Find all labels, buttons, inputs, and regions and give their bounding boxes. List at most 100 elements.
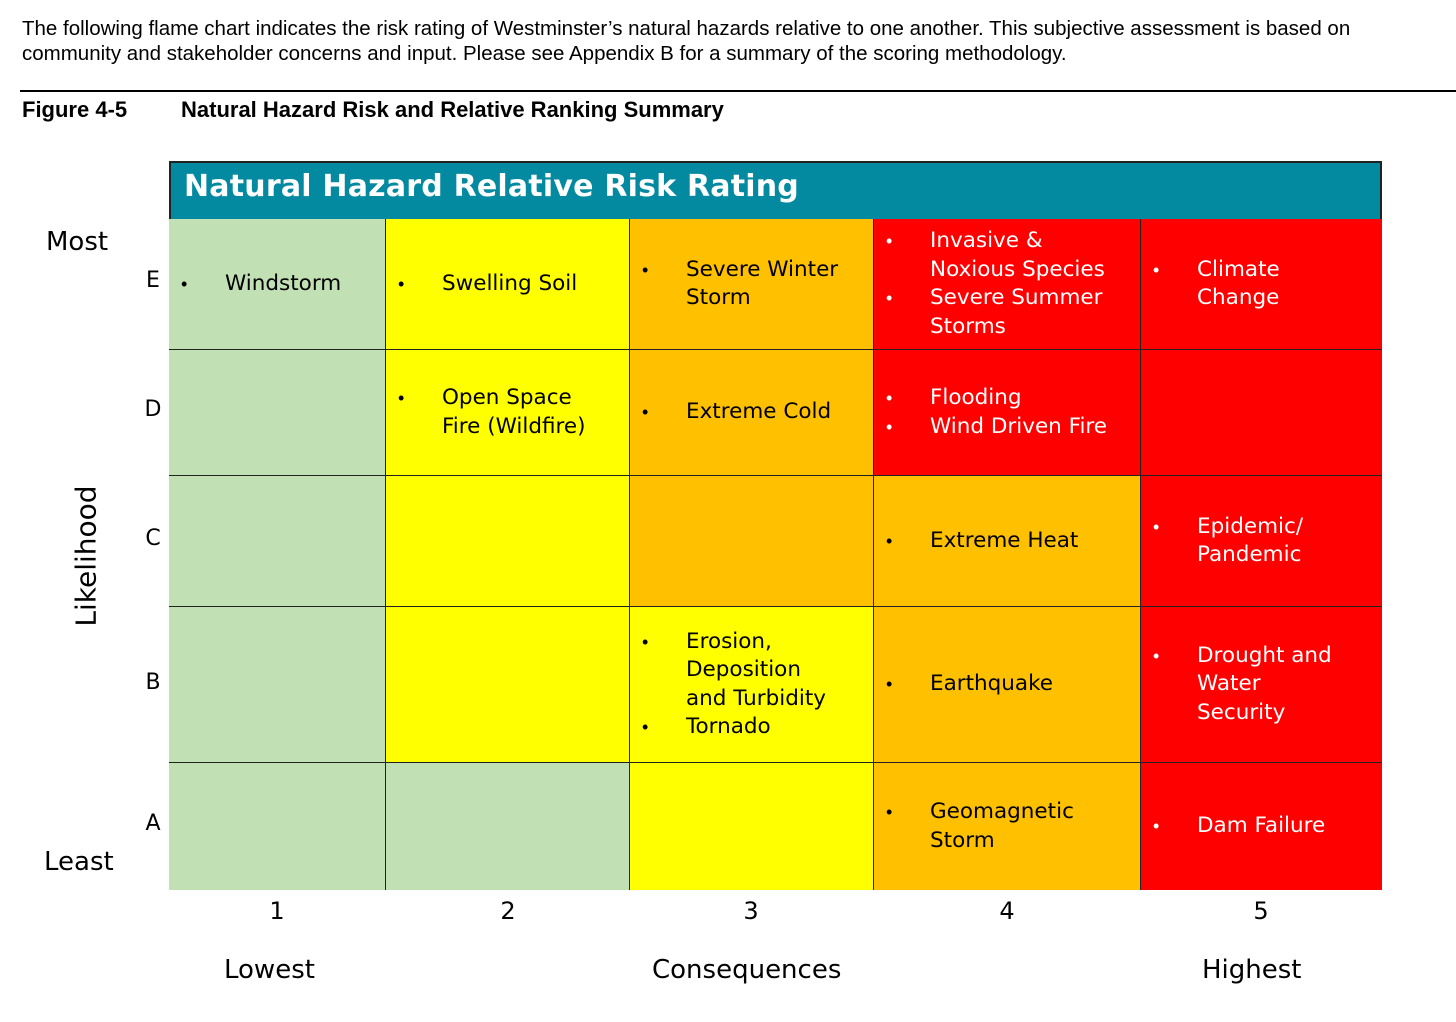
- hazard-item: • Invasive & Noxious Species: [886, 227, 1140, 284]
- risk-cell-D3: • Extreme Cold: [630, 350, 874, 476]
- row-label-C: C: [145, 526, 161, 551]
- bullet-icon: •: [886, 231, 893, 251]
- bullet-icon: •: [642, 631, 649, 652]
- hazard-item: • Windstorm: [181, 270, 385, 299]
- hazard-item: • Extreme Cold: [642, 398, 873, 427]
- hazard-item: • Severe Summer Storms: [886, 284, 1140, 341]
- hazard-label: Open Space Fire (Wildfire): [442, 385, 586, 439]
- hazard-label: Extreme Cold: [686, 399, 832, 425]
- hazard-label: Climate Change: [1197, 256, 1280, 311]
- bullet-icon: •: [1153, 516, 1160, 537]
- hazard-item: • Earthquake: [886, 670, 1140, 699]
- risk-cell-A1: [169, 763, 386, 890]
- risk-cell-C4: • Extreme Heat: [874, 476, 1141, 607]
- hazard-label: Severe Winter Storm: [686, 256, 839, 311]
- hazard-item: • Drought and Water Security: [1153, 642, 1382, 728]
- column-label-3: 3: [743, 897, 759, 925]
- risk-cell-C1: [169, 476, 386, 607]
- column-label-2: 2: [500, 897, 516, 925]
- hazard-label: Dam Failure: [1197, 813, 1326, 839]
- hazard-item: • Swelling Soil: [398, 270, 629, 299]
- hazard-item: • Wind Driven Fire: [886, 413, 1140, 442]
- risk-cell-C3: [630, 476, 874, 607]
- risk-cell-D4: • Flooding • Wind Driven Fire: [874, 350, 1141, 476]
- risk-cell-B4: • Earthquake: [874, 607, 1141, 763]
- hazard-label: Drought and Water Security: [1197, 642, 1332, 725]
- bullet-icon: •: [886, 416, 893, 437]
- hazard-label: Invasive & Noxious Species: [930, 228, 1105, 282]
- figure-number: Figure 4-5: [22, 97, 128, 122]
- hazard-item: • Erosion, Deposition and Turbidity: [642, 628, 873, 714]
- y-axis-bottom-label: Least: [44, 847, 114, 877]
- bullet-icon: •: [398, 273, 405, 294]
- bullet-icon: •: [886, 288, 893, 308]
- x-axis-low-label: Lowest: [224, 955, 315, 985]
- hazard-label: Tornado: [686, 714, 771, 739]
- hazard-item: • Extreme Heat: [886, 527, 1140, 556]
- hazard-item: • Geomagnetic Storm: [886, 798, 1140, 855]
- bullet-icon: •: [398, 388, 405, 408]
- risk-cell-E2: • Swelling Soil: [386, 219, 630, 350]
- hazard-item: • Severe Winter Storm: [642, 256, 873, 313]
- x-axis-high-label: Highest: [1202, 955, 1302, 985]
- bullet-icon: •: [886, 388, 893, 408]
- risk-cell-B3: • Erosion, Deposition and Turbidity • Torna…: [630, 607, 874, 763]
- risk-cell-C2: [386, 476, 630, 607]
- hazard-item: • Epidemic/ Pandemic: [1153, 513, 1382, 570]
- hazard-label: Swelling Soil: [442, 270, 578, 296]
- risk-cell-E4: • Invasive & Noxious Species • Severe Summe…: [874, 219, 1141, 350]
- hazard-label: Geomagnetic Storm: [930, 799, 1074, 853]
- bullet-icon: •: [642, 402, 649, 423]
- row-label-A: A: [145, 811, 161, 836]
- risk-cell-A3: [630, 763, 874, 890]
- bullet-icon: •: [181, 273, 188, 294]
- bullet-icon: •: [642, 259, 649, 280]
- bullet-icon: •: [1153, 645, 1160, 666]
- hazard-label: Erosion, Deposition and Turbidity: [686, 628, 827, 711]
- column-label-4: 4: [999, 897, 1015, 925]
- risk-cell-D5: [1141, 350, 1382, 476]
- risk-cell-B5: • Drought and Water Security: [1141, 607, 1382, 763]
- bullet-icon: •: [1153, 816, 1160, 837]
- risk-cell-E1: • Windstorm: [169, 219, 386, 350]
- risk-cell-A4: • Geomagnetic Storm: [874, 763, 1141, 890]
- section-divider: [20, 90, 1456, 92]
- risk-cell-D1: [169, 350, 386, 476]
- risk-cell-E5: • Climate Change: [1141, 219, 1382, 350]
- bullet-icon: •: [886, 802, 893, 822]
- figure-title: Natural Hazard Risk and Relative Ranking…: [181, 97, 724, 122]
- y-axis-top-label: Most: [46, 227, 109, 257]
- chart-header: Natural Hazard Relative Risk Rating: [169, 161, 1382, 219]
- risk-matrix-grid: • Windstorm • Swelling Soil • Severe Winter S…: [169, 219, 1382, 890]
- row-label-B: B: [145, 670, 161, 695]
- hazard-label: Severe Summer Storms: [930, 285, 1103, 339]
- hazard-item: • Flooding: [886, 384, 1140, 413]
- hazard-item: • Climate Change: [1153, 256, 1382, 313]
- risk-cell-B2: [386, 607, 630, 763]
- column-label-1: 1: [269, 897, 285, 925]
- bullet-icon: •: [1153, 259, 1160, 280]
- risk-cell-C5: • Epidemic/ Pandemic: [1141, 476, 1382, 607]
- bullet-icon: •: [642, 717, 649, 737]
- y-axis-title: Likelihood: [69, 485, 103, 627]
- hazard-item: • Dam Failure: [1153, 812, 1382, 841]
- x-axis-title: Consequences: [652, 955, 842, 985]
- column-label-5: 5: [1253, 897, 1269, 925]
- row-label-D: D: [144, 397, 162, 422]
- risk-cell-B1: [169, 607, 386, 763]
- hazard-label: Wind Driven Fire: [930, 413, 1108, 439]
- bullet-icon: •: [886, 530, 893, 551]
- row-label-E: E: [146, 268, 160, 293]
- intro-paragraph: The following flame chart indicates the …: [22, 17, 1351, 65]
- chart-title: Natural Hazard Relative Risk Rating: [184, 169, 799, 204]
- hazard-label: Epidemic/ Pandemic: [1197, 513, 1304, 568]
- hazard-label: Windstorm: [225, 270, 342, 296]
- hazard-label: Extreme Heat: [930, 527, 1079, 553]
- hazard-label: Earthquake: [930, 671, 1054, 697]
- risk-cell-D2: • Open Space Fire (Wildfire): [386, 350, 630, 476]
- bullet-icon: •: [886, 674, 893, 695]
- hazard-item: • Open Space Fire (Wildfire): [398, 384, 629, 441]
- hazard-label: Flooding: [930, 385, 1022, 410]
- risk-cell-E3: • Severe Winter Storm: [630, 219, 874, 350]
- hazard-item: • Tornado: [642, 713, 873, 742]
